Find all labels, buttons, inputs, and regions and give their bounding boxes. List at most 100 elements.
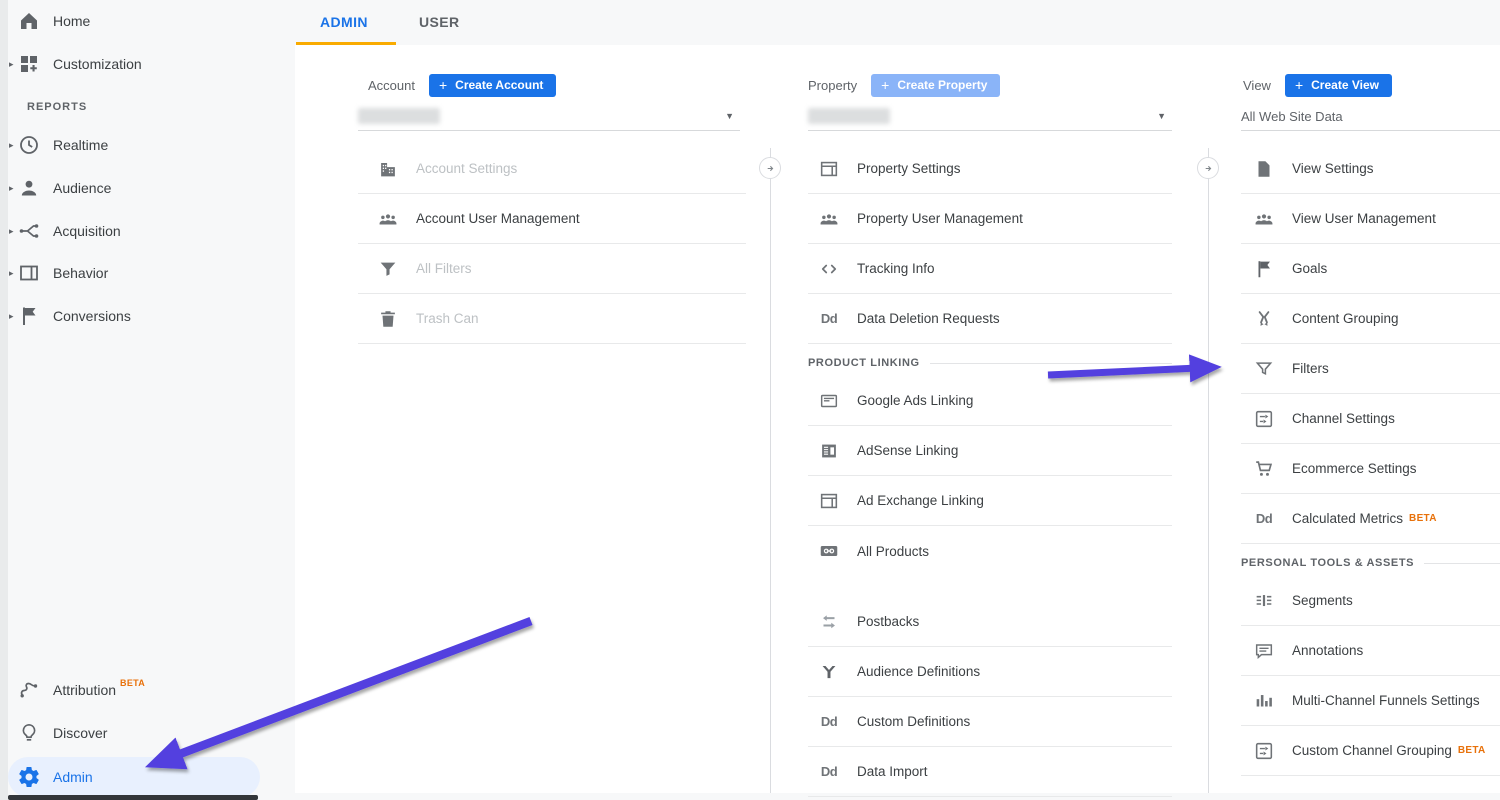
trash-icon <box>377 308 399 330</box>
channel-box-icon <box>1253 408 1275 430</box>
filter-icon <box>1253 358 1275 380</box>
property-item-property-user-management[interactable]: Property User Management <box>808 194 1172 244</box>
view-label: View <box>1243 77 1271 93</box>
sidebar-left-edge <box>0 0 8 800</box>
create-account-button[interactable]: + Create Account <box>428 73 557 97</box>
sidebar-item-label: Admin <box>53 769 93 785</box>
redacted-property-name <box>808 108 890 124</box>
realtime-icon <box>17 133 41 157</box>
lightbulb-icon <box>17 721 41 745</box>
view-item-view-settings[interactable]: View Settings <box>1241 144 1500 194</box>
view-selector[interactable]: All Web Site Data <box>1241 102 1500 131</box>
chevron-right-icon[interactable]: ▸ <box>9 267 14 278</box>
sidebar-item-label: Behavior <box>53 265 109 281</box>
account-item-trash-can[interactable]: Trash Can <box>358 294 746 344</box>
sidebar-item-label: Attribution <box>53 682 117 698</box>
section-rule <box>929 362 1172 364</box>
section-header: PERSONAL TOOLS & ASSETS <box>1241 557 1415 569</box>
sidebar-item-behavior[interactable]: ▸ Behavior <box>0 257 285 289</box>
sidebar-item-home[interactable]: Home <box>0 5 285 37</box>
sidebar-item-label: Audience <box>53 180 112 196</box>
view-item-custom-channel-grouping[interactable]: Custom Channel Grouping BETA <box>1241 726 1500 776</box>
collapse-account-column-button[interactable] <box>759 157 781 179</box>
account-item-account-settings[interactable]: Account Settings <box>358 144 746 194</box>
collapse-property-column-button[interactable] <box>1197 157 1219 179</box>
sidebar-item-acquisition[interactable]: ▸ Acquisition <box>0 215 285 247</box>
property-item-data-deletion-requests[interactable]: Dd Data Deletion Requests <box>808 294 1172 344</box>
account-item-all-filters[interactable]: All Filters <box>358 244 746 294</box>
comment-icon <box>1253 640 1275 662</box>
property-item-google-ads-linking[interactable]: Google Ads Linking <box>808 376 1172 426</box>
sidebar-item-attribution[interactable]: Attribution BETA <box>0 674 285 706</box>
chevron-right-icon[interactable]: ▸ <box>9 139 14 150</box>
sidebar-item-label: Home <box>53 13 91 29</box>
sidebar-item-discover[interactable]: Discover <box>0 717 285 749</box>
audience-icon <box>17 176 41 200</box>
chevron-right-icon[interactable]: ▸ <box>9 310 14 321</box>
create-property-button[interactable]: + Create Property <box>871 73 1001 97</box>
sync-arrows-icon <box>818 611 840 633</box>
users-icon <box>818 208 840 230</box>
dd-icon: Dd <box>820 764 838 779</box>
tab-admin[interactable]: ADMIN <box>320 14 368 30</box>
sidebar-item-label: Discover <box>53 725 108 741</box>
view-item-view-user-management[interactable]: View User Management <box>1241 194 1500 244</box>
create-view-button[interactable]: + Create View <box>1284 73 1392 97</box>
plus-icon: + <box>881 77 890 93</box>
section-gap <box>808 576 1172 597</box>
dd-icon: Dd <box>820 311 838 326</box>
merge-icon <box>1253 308 1275 330</box>
building-icon <box>377 158 399 180</box>
product-linking-section: PRODUCT LINKING <box>808 344 1172 376</box>
property-selector[interactable]: ▼ <box>808 102 1172 131</box>
arrow-right-icon <box>763 161 778 176</box>
property-item-postbacks[interactable]: Postbacks <box>808 597 1172 647</box>
chevron-right-icon[interactable]: ▸ <box>9 58 14 69</box>
property-item-adsense-linking[interactable]: AdSense Linking <box>808 426 1172 476</box>
active-tab-underline <box>296 42 396 45</box>
acquisition-icon <box>17 219 41 243</box>
property-item-tracking-info[interactable]: Tracking Info <box>808 244 1172 294</box>
dd-icon: Dd <box>1255 511 1273 526</box>
property-item-property-settings[interactable]: Property Settings <box>808 144 1172 194</box>
segments-icon <box>1253 590 1275 612</box>
property-item-audience-definitions[interactable]: Audience Definitions <box>808 647 1172 697</box>
chevron-right-icon[interactable]: ▸ <box>9 182 14 193</box>
sidebar-item-realtime[interactable]: ▸ Realtime <box>0 129 285 161</box>
view-item-ecommerce-settings[interactable]: Ecommerce Settings <box>1241 444 1500 494</box>
behavior-icon <box>17 261 41 285</box>
column-divider <box>770 148 771 793</box>
view-item-multi-channel-funnels-settings[interactable]: Multi-Channel Funnels Settings <box>1241 676 1500 726</box>
property-item-custom-definitions[interactable]: Dd Custom Definitions <box>808 697 1172 747</box>
beta-badge: BETA <box>1409 513 1437 524</box>
view-item-segments[interactable]: Segments <box>1241 576 1500 626</box>
property-item-all-products[interactable]: All Products <box>808 526 1172 576</box>
caret-down-icon: ▼ <box>1157 111 1166 121</box>
property-item-ad-exchange-linking[interactable]: Ad Exchange Linking <box>808 476 1172 526</box>
sidebar-item-customization[interactable]: ▸ Customization <box>0 48 285 80</box>
view-item-calculated-metrics[interactable]: Dd Calculated Metrics BETA <box>1241 494 1500 544</box>
view-item-filters[interactable]: Filters <box>1241 344 1500 394</box>
gear-icon <box>17 765 41 789</box>
tab-user[interactable]: USER <box>419 14 460 30</box>
sidebar-item-conversions[interactable]: ▸ Conversions <box>0 300 285 332</box>
sidebar-item-audience[interactable]: ▸ Audience <box>0 172 285 204</box>
bar-chart-icon <box>1253 690 1275 712</box>
property-item-data-import[interactable]: Dd Data Import <box>808 747 1172 797</box>
view-item-annotations[interactable]: Annotations <box>1241 626 1500 676</box>
chevron-right-icon[interactable]: ▸ <box>9 225 14 236</box>
account-selector[interactable]: ▼ <box>358 102 740 131</box>
newspaper-icon <box>818 440 840 462</box>
section-rule <box>1424 562 1500 564</box>
view-item-channel-settings[interactable]: Channel Settings <box>1241 394 1500 444</box>
account-item-account-user-management[interactable]: Account User Management <box>358 194 746 244</box>
admin-selected-highlight <box>8 757 260 797</box>
sidebar-item-admin[interactable]: Admin <box>0 761 285 793</box>
link-icon <box>818 540 840 562</box>
sidebar-item-label: Conversions <box>53 308 131 324</box>
view-item-goals[interactable]: Goals <box>1241 244 1500 294</box>
horizontal-scrollbar[interactable] <box>8 795 258 800</box>
view-settings-list: View Settings View User Management Goals… <box>1241 144 1500 776</box>
dd-icon: Dd <box>820 714 838 729</box>
view-item-content-grouping[interactable]: Content Grouping <box>1241 294 1500 344</box>
